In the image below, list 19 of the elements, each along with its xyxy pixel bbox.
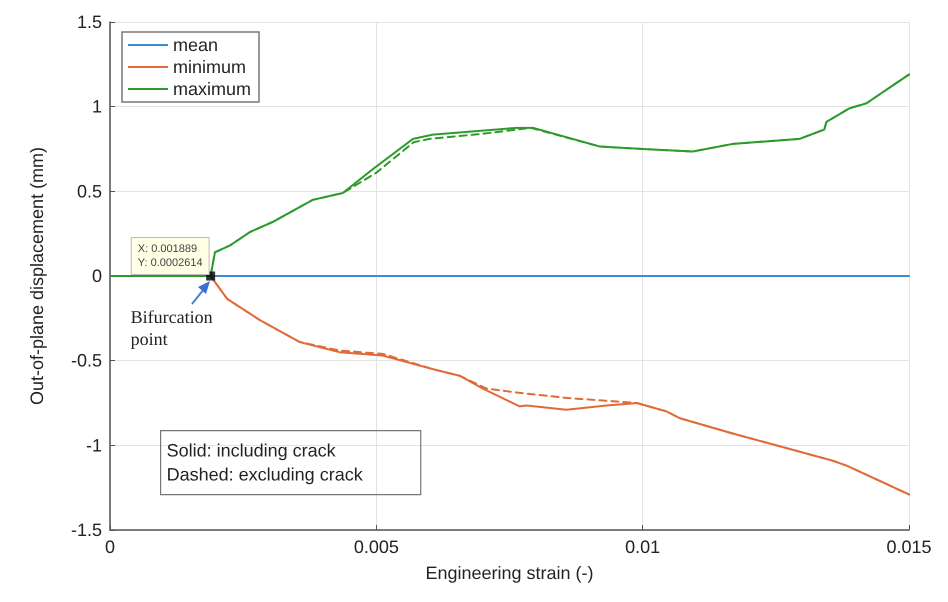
legend-label: maximum	[173, 79, 252, 99]
x-tick-label: 0	[104, 537, 116, 557]
x-tick-label: 0.005	[354, 537, 399, 557]
y-tick-label: -0.5	[70, 350, 102, 371]
legend-label: minimum	[173, 57, 246, 77]
x-tick-label: 0.015	[886, 537, 932, 557]
y-tick-label: 0	[92, 266, 102, 286]
x-axis-title: Engineering strain (-)	[425, 563, 594, 583]
x-tick-label: 0.01	[625, 537, 660, 557]
annotation: X: 0.001889 Y: 0.0002614	[138, 242, 203, 269]
annotation: Solid: including crack Dashed: excluding crack	[166, 440, 364, 485]
y-axis-title: Out-of-plane displacement (mm)	[27, 146, 47, 406]
y-tick-label: 1	[92, 96, 102, 117]
y-tick-label: -1	[86, 435, 102, 456]
y-tick-label: 0.5	[76, 181, 102, 202]
y-tick-label: 1.5	[76, 12, 102, 32]
legend-label: mean	[173, 35, 218, 55]
annotation: Bifurcation point	[130, 306, 213, 349]
y-tick-label: -1.5	[70, 520, 102, 540]
